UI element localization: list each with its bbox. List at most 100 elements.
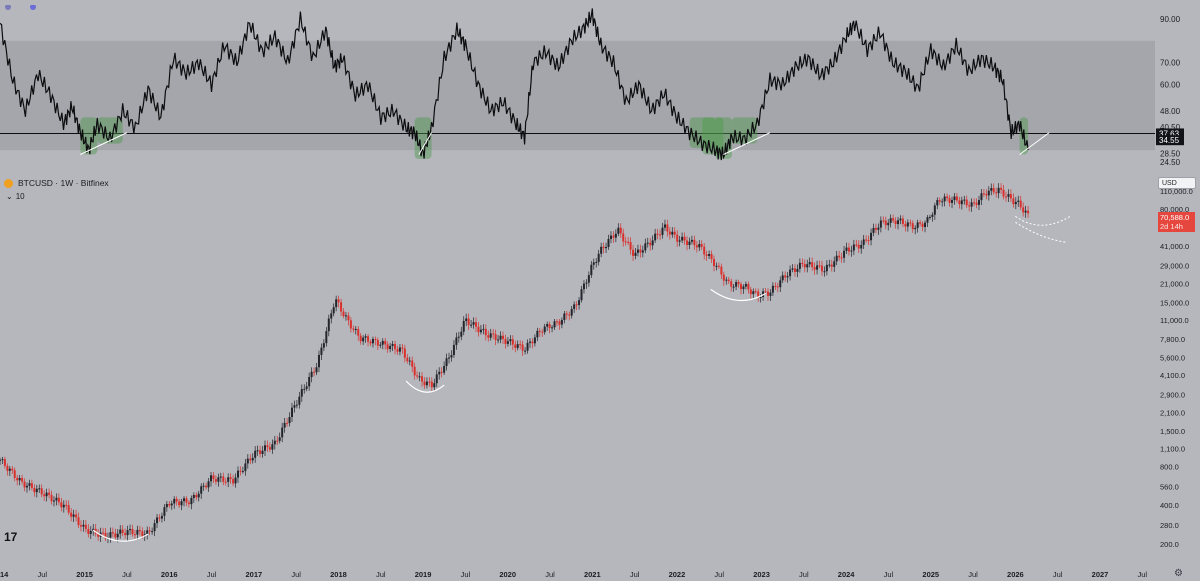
candle-body (1012, 198, 1015, 205)
last-price-tag: 70,588.0 2d 14h (1158, 212, 1195, 232)
candle-body (310, 371, 313, 378)
candle-body (445, 358, 448, 367)
candle-body (838, 255, 841, 258)
candle-body (119, 529, 122, 534)
gear-icon[interactable]: ⚙ (1174, 568, 1183, 579)
candle-body (735, 282, 738, 287)
candle-body (946, 196, 949, 199)
price-tick-label: 41,000.0 (1160, 242, 1189, 251)
candle-body (634, 252, 637, 256)
candle-body (151, 531, 154, 533)
candle-body (501, 335, 504, 339)
price-tick-label: 15,000.0 (1160, 298, 1189, 307)
candle-body (379, 344, 382, 346)
candle-body (254, 450, 257, 458)
candle-body (207, 481, 210, 488)
candle-body (722, 274, 725, 281)
candle-body (43, 494, 46, 497)
candle-body (156, 517, 159, 524)
candle-body (376, 339, 379, 346)
candle-body (229, 477, 232, 480)
candle-body (8, 468, 11, 471)
time-tick-label: 2027 (1092, 570, 1109, 579)
price-pane (0, 183, 1071, 544)
candle-body (25, 485, 28, 488)
candle-body (244, 463, 247, 472)
time-tick-label: 2022 (669, 570, 686, 579)
candle-body (528, 341, 531, 343)
bar-countdown: 2d 14h (1160, 222, 1183, 231)
candle-body (676, 234, 679, 242)
indicator-tick-label: 60.00 (1160, 81, 1181, 90)
bottom-arc-annotation (405, 380, 445, 393)
bottom-arc-annotation (710, 288, 767, 302)
bitcoin-icon (4, 178, 13, 188)
candle-body (271, 444, 274, 450)
time-tick-label: Jul (291, 570, 301, 579)
candle-body (914, 227, 917, 230)
candle-body (683, 236, 686, 241)
candle-body (104, 532, 107, 539)
candle-body (521, 344, 524, 351)
candle-body (874, 227, 877, 230)
candle-body (649, 242, 652, 246)
candle-body (686, 240, 689, 245)
candle-body (357, 328, 360, 336)
candle-body (830, 264, 833, 267)
candle-body (57, 497, 60, 503)
candle-body (546, 324, 549, 327)
symbol-legend[interactable]: BTCUSD · 1W · Bitfinex (4, 178, 109, 188)
candle-body (126, 530, 129, 536)
currency-select[interactable]: USD (1158, 177, 1196, 189)
candle-body (852, 244, 855, 251)
candle-body (330, 313, 333, 319)
candle-body (673, 231, 676, 235)
candle-body (1024, 210, 1027, 213)
candle-body (602, 246, 605, 249)
candle-body (516, 344, 519, 348)
time-tick-label: Jul (968, 570, 978, 579)
candle-body (391, 343, 394, 346)
tradingview-logo-icon[interactable]: 17 (4, 530, 18, 544)
candle-body (170, 503, 173, 506)
candle-body (740, 284, 743, 290)
candle-body (325, 331, 328, 344)
candle-body (757, 291, 760, 298)
time-tick-label: 2026 (1007, 570, 1024, 579)
candle-body (931, 214, 934, 217)
chevron-down-icon[interactable]: ⌄ (6, 192, 13, 201)
price-tick-label: 11,000.0 (1160, 316, 1189, 325)
candle-body (609, 235, 612, 240)
candle-body (813, 267, 816, 270)
candle-body (313, 371, 316, 373)
candle-body (276, 440, 279, 442)
candle-body (536, 330, 539, 338)
indicator-tick-label: 70.00 (1160, 59, 1181, 68)
price-tick-label: 80,000.0 (1160, 205, 1189, 214)
candle-body (210, 475, 213, 482)
trendline-annotation (723, 132, 771, 155)
candle-body (681, 236, 684, 241)
candle-body (18, 478, 21, 481)
candle-body (421, 376, 424, 382)
candle-body (928, 216, 931, 218)
candle-body (1022, 207, 1025, 213)
candle-body (796, 268, 799, 272)
candle-body (982, 193, 985, 195)
candle-body (335, 299, 338, 308)
time-tick-label: Jul (799, 570, 809, 579)
candle-body (766, 291, 769, 296)
time-tick-label: 2025 (922, 570, 939, 579)
time-tick-label: 2016 (161, 570, 178, 579)
candle-body (443, 366, 446, 373)
candle-body (396, 349, 399, 352)
candle-body (793, 268, 796, 272)
volume-indicator-row[interactable]: ⌄ 10 (6, 192, 25, 201)
candle-body (737, 282, 740, 285)
candle-body (401, 347, 404, 349)
candle-body (990, 188, 993, 191)
candle-body (791, 268, 794, 270)
candle-body (187, 502, 190, 505)
candle-body (941, 201, 944, 203)
